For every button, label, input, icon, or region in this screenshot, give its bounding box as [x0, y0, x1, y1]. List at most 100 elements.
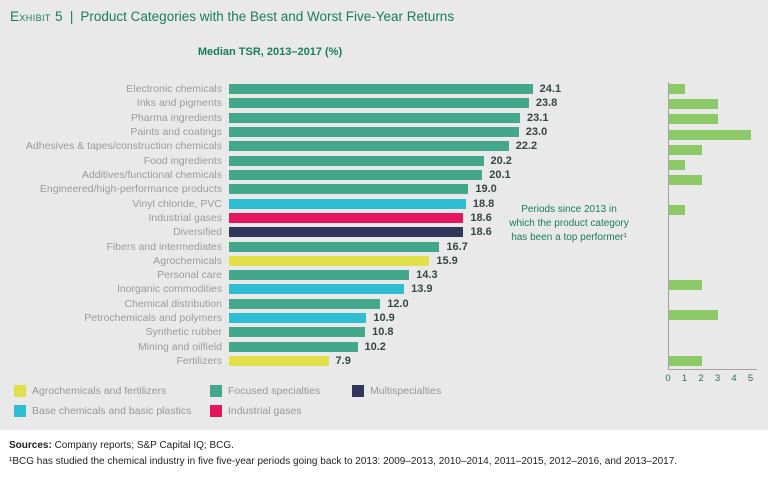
- sources-text: Company reports; S&P Capital IQ; BCG.: [51, 440, 234, 451]
- annotation-line: has been a top performer¹: [511, 232, 627, 243]
- category-label: Diversified: [172, 226, 222, 239]
- tsr-bar: [229, 356, 329, 367]
- tsr-value-label: 14.3: [416, 269, 438, 282]
- top-performer-bar: [668, 144, 702, 155]
- tsr-value-label: 23.8: [535, 97, 558, 110]
- category-label: Industrial gases: [148, 211, 222, 224]
- top-performer-bar: [668, 159, 685, 170]
- tsr-value-label: 15.9: [436, 254, 458, 267]
- legend-swatch: [14, 385, 26, 397]
- tsr-value-label: 10.9: [373, 312, 395, 325]
- tsr-bar: [229, 270, 410, 281]
- mini-axis-tick-label: 0: [665, 373, 671, 384]
- exhibit-header: Exhibit 5 | Product Categories with the Be…: [10, 9, 454, 24]
- top-performer-bar: [668, 174, 702, 185]
- category-label: Petrochemicals and polymers: [84, 312, 222, 325]
- mini-chart-x-axis: [668, 369, 757, 370]
- tsr-value-label: 10.2: [364, 340, 386, 353]
- category-label: Paints and coatings: [130, 125, 222, 138]
- tsr-bar: [229, 313, 367, 324]
- tsr-bar: [229, 241, 440, 252]
- tsr-bar: [229, 126, 519, 137]
- page-title: Product Categories with the Best and Wor…: [80, 9, 455, 24]
- tsr-bar: [229, 227, 464, 238]
- category-label: Fibers and intermediates: [106, 240, 222, 253]
- tsr-bar: [229, 298, 381, 309]
- tsr-value-label: 23.1: [527, 111, 549, 124]
- legend-label: Base chemicals and basic plastics: [32, 405, 192, 417]
- tsr-bar: [229, 112, 521, 123]
- footer: Sources: Company reports; S&P Capital IQ…: [0, 430, 768, 481]
- top-performer-annotation: Periods since 2013 in which the product …: [493, 203, 645, 245]
- mini-axis-tick-label: 3: [714, 373, 721, 384]
- legend-swatch: [210, 405, 222, 417]
- tsr-value-label: 20.2: [490, 154, 512, 167]
- tsr-value-label: 18.8: [472, 197, 495, 210]
- tsr-value-label: 18.6: [470, 226, 492, 239]
- tsr-value-label: 13.9: [411, 283, 433, 296]
- tsr-bar: [229, 284, 405, 295]
- mini-axis-tick-label: 2: [698, 373, 704, 384]
- category-label: Synthetic rubber: [145, 326, 222, 339]
- category-label: Inorganic commodities: [116, 283, 222, 296]
- top-performer-bar: [668, 99, 718, 110]
- category-label: Inks and pigments: [136, 97, 222, 110]
- footer-sources: Sources: Company reports; S&P Capital IQ…: [9, 440, 234, 451]
- tsr-value-label: 18.6: [470, 211, 492, 224]
- top-performer-bar: [668, 84, 685, 95]
- tsr-value-label: 16.7: [446, 240, 468, 253]
- category-label: Vinyl chloride, PVC: [132, 197, 222, 210]
- legend-label: Focused specialties: [228, 385, 321, 397]
- category-label: Pharma ingredients: [130, 111, 222, 124]
- tsr-value-label: 10.8: [372, 326, 394, 339]
- tsr-value-label: 22.2: [515, 140, 538, 153]
- tsr-bar: [229, 184, 469, 195]
- mini-chart-y-axis: [668, 82, 669, 370]
- top-performer-bar: [668, 355, 702, 366]
- tsr-value-label: 19.0: [475, 183, 497, 196]
- tsr-value-label: 12.0: [387, 297, 409, 310]
- tsr-bar: [229, 327, 366, 338]
- legend-label: Industrial gases: [228, 405, 302, 417]
- category-label: Food ingredients: [143, 154, 222, 167]
- tsr-bar: [229, 98, 529, 109]
- category-label: Engineered/high-performance products: [39, 183, 222, 196]
- tsr-bar: [229, 141, 509, 152]
- category-label: Fertilizers: [176, 355, 222, 368]
- category-label: Additives/functional chemicals: [81, 168, 222, 181]
- category-label: Mining and oilfield: [137, 340, 222, 353]
- tsr-bar: [229, 84, 533, 94]
- category-label: Adhesives & tapes/construction chemicals: [25, 140, 222, 153]
- tsr-bar: [229, 155, 484, 166]
- tsr-bar: [229, 341, 358, 352]
- tsr-value-label: 20.1: [489, 168, 511, 181]
- category-label: Electronic chemicals: [126, 83, 222, 95]
- category-label: Chemical distribution: [124, 297, 222, 310]
- legend-swatch: [14, 405, 26, 417]
- chart-subtitle: Median TSR, 2013–2017 (%): [197, 46, 343, 58]
- top-performer-bar: [668, 114, 718, 125]
- mini-axis-tick-label: 5: [747, 373, 754, 384]
- legend-swatch: [352, 385, 364, 397]
- legend-label: Multispecialties: [370, 385, 442, 397]
- footer-footnote: ¹BCG has studied the chemical industry i…: [9, 456, 678, 467]
- mini-axis-tick-label: 4: [731, 373, 737, 384]
- top-performer-bar: [668, 129, 751, 140]
- header-separator: |: [69, 9, 74, 24]
- exhibit-tag: Exhibit 5: [10, 9, 63, 24]
- sources-label: Sources:: [9, 440, 52, 451]
- tsr-bar: [229, 169, 483, 180]
- category-label: Personal care: [157, 269, 222, 282]
- top-performer-bar: [668, 204, 685, 215]
- mini-axis-tick-label: 1: [681, 373, 688, 384]
- annotation-line: which the product category: [509, 218, 629, 229]
- legend-label: Agrochemicals and fertilizers: [32, 385, 167, 397]
- tsr-bar: [229, 255, 430, 266]
- category-label: Agrochemicals: [153, 254, 222, 267]
- tsr-bar: [229, 212, 464, 223]
- tsr-value-label: 23.0: [525, 125, 548, 138]
- annotation-line: Periods since 2013 in: [521, 204, 617, 215]
- tsr-value-label: 7.9: [335, 355, 351, 368]
- top-performer-bar: [668, 310, 718, 321]
